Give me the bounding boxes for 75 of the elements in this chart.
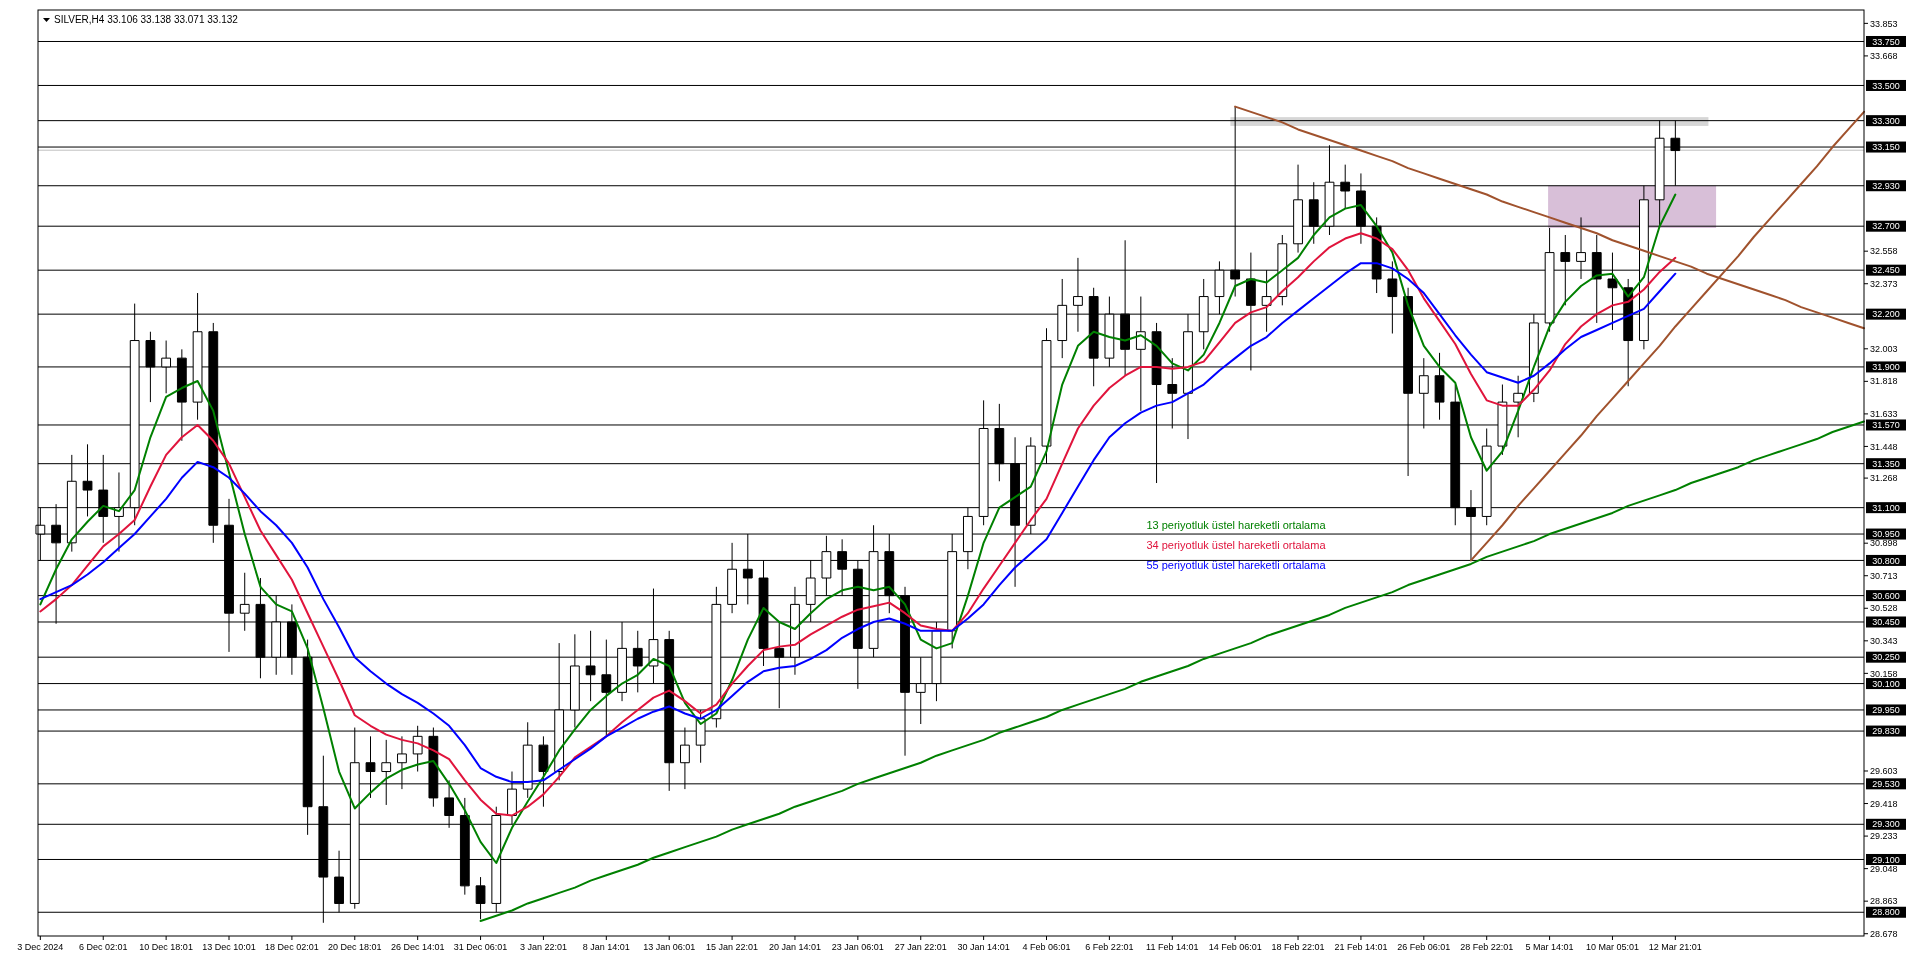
y-tick-label: 31.818 [1870, 376, 1898, 387]
text: 13 periyotluk üstel hareketli ortalama [1146, 518, 1327, 531]
x-tick-label: 13 Dec 10:01 [202, 942, 256, 952]
y-tick-label: 31.268 [1870, 473, 1898, 484]
ref-line-label: 30.450 [1872, 617, 1900, 628]
x-tick-label: 18 Dec 02:01 [265, 942, 319, 952]
x-tick-label: 6 Feb 22:01 [1085, 942, 1134, 952]
x-tick-label: 28 Feb 22:01 [1460, 942, 1514, 952]
y-tick-label: 30.158 [1870, 668, 1898, 679]
x-tick-label: 12 Mar 21:01 [1648, 942, 1702, 952]
text: 34 periyotluk üstel hareketli ortalama [1146, 538, 1327, 551]
x-tick-label: 11 Feb 14:01 [1146, 942, 1199, 952]
x-tick-label: 10 Dec 18:01 [139, 942, 193, 952]
x-tick-label: 27 Jan 22:01 [894, 942, 947, 952]
y-tick-label: 31.448 [1870, 441, 1898, 452]
y-tick-label: 30.343 [1870, 635, 1898, 646]
ref-line-label: 30.950 [1872, 529, 1900, 540]
y-tick-label: 32.373 [1870, 278, 1898, 289]
x-tick-label: 10 Mar 05:01 [1585, 942, 1639, 952]
ref-line-label: 31.100 [1872, 502, 1900, 513]
ref-line-label: 30.800 [1872, 555, 1900, 566]
x-tick-label: 31 Dec 06:01 [453, 942, 508, 952]
x-tick-label: 20 Dec 18:01 [328, 942, 382, 952]
x-tick-label: 8 Jan 14:01 [582, 942, 630, 952]
x-tick-label: 5 Mar 14:01 [1525, 942, 1574, 952]
y-tick-label: 32.558 [1870, 246, 1898, 257]
ref-line-label: 32.450 [1872, 265, 1900, 276]
x-tick-label: 13 Jan 06:01 [643, 942, 696, 952]
x-tick-label: 26 Feb 06:01 [1397, 942, 1451, 952]
ref-line-label: 33.500 [1872, 80, 1900, 91]
ref-line-label: 30.250 [1872, 652, 1900, 663]
x-tick-label: 20 Jan 14:01 [768, 942, 821, 952]
y-tick-label: 30.713 [1870, 570, 1898, 581]
y-tick-label: 29.603 [1870, 766, 1898, 777]
ref-line-label: 29.300 [1872, 819, 1900, 830]
y-tick-label: 33.668 [1870, 51, 1898, 62]
ref-line-label: 33.150 [1872, 142, 1900, 153]
x-tick-label: 15 Jan 22:01 [706, 942, 759, 952]
x-tick-label: 30 Jan 14:01 [957, 942, 1010, 952]
x-tick-label: 6 Dec 02:01 [78, 942, 128, 952]
ref-line-label: 31.900 [1872, 362, 1900, 373]
x-tick-label: 21 Feb 14:01 [1334, 942, 1388, 952]
ref-line-label: 29.830 [1872, 726, 1900, 737]
ref-line-label: 30.600 [1872, 590, 1900, 601]
x-tick-label: 23 Jan 06:01 [831, 942, 884, 952]
ref-line-label: 32.200 [1872, 309, 1900, 320]
y-tick-label: 33.853 [1870, 18, 1898, 29]
x-tick-label: 4 Feb 06:01 [1022, 942, 1071, 952]
y-tick-label: 31.633 [1870, 409, 1898, 420]
y-tick-label: 28.678 [1870, 928, 1898, 939]
y-tick-label: 30.898 [1870, 538, 1898, 549]
ref-line-label: 30.100 [1872, 678, 1900, 689]
x-tick-label: 3 Jan 22:01 [519, 942, 567, 952]
ref-line-label: 31.570 [1872, 420, 1900, 431]
ref-line-label: 32.930 [1872, 180, 1900, 191]
y-tick-label: 29.233 [1870, 831, 1898, 842]
x-tick-label: 3 Dec 2024 [17, 942, 64, 952]
y-tick-label: 29.418 [1870, 798, 1898, 809]
ref-line-label: 28.800 [1872, 907, 1900, 918]
ref-line-label: 31.350 [1872, 458, 1900, 469]
chart-title: SILVER,H4 33.106 33.138 33.071 33.132 [54, 14, 239, 25]
y-tick-label: 29.048 [1870, 863, 1898, 874]
ref-line-label: 33.300 [1872, 115, 1900, 126]
ref-line-label: 29.100 [1872, 854, 1900, 865]
y-tick-label: 30.528 [1870, 603, 1898, 614]
x-tick-label: 14 Feb 06:01 [1208, 942, 1262, 952]
ref-line-label: 33.750 [1872, 36, 1900, 47]
ref-line-label: 32.700 [1872, 221, 1900, 232]
x-tick-label: 18 Feb 22:01 [1271, 942, 1325, 952]
x-tick-label: 26 Dec 14:01 [390, 942, 445, 952]
y-tick-label: 32.003 [1870, 343, 1898, 354]
text: 55 periyotluk üstel hareketli ortalama [1146, 558, 1327, 571]
ref-line-label: 29.950 [1872, 705, 1900, 716]
ref-line-label: 29.530 [1872, 778, 1900, 789]
y-tick-label: 28.863 [1870, 896, 1898, 907]
